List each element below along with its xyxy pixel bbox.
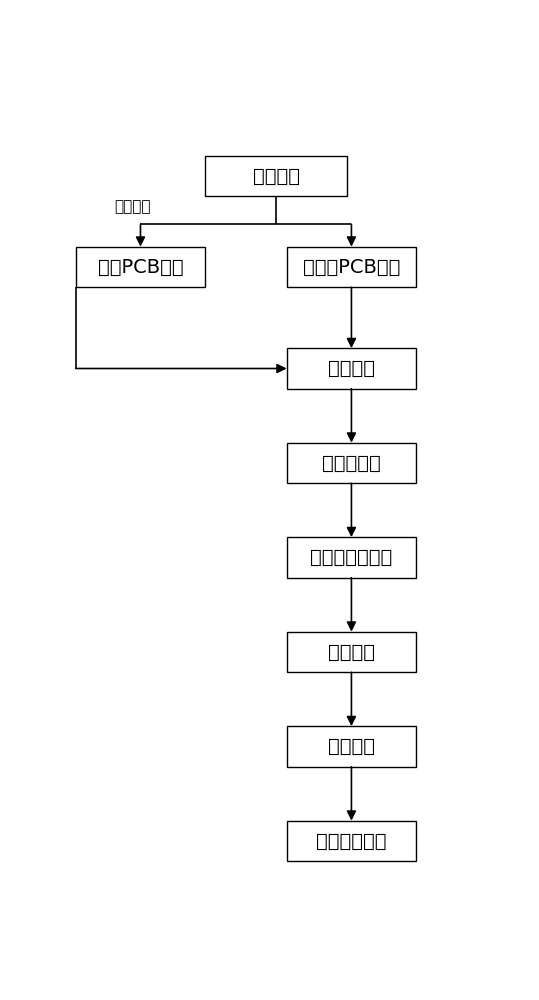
Text: 多次采集: 多次采集 [114, 199, 150, 214]
FancyBboxPatch shape [205, 156, 347, 196]
FancyBboxPatch shape [287, 821, 416, 861]
FancyBboxPatch shape [75, 247, 205, 287]
Text: 图像配准: 图像配准 [328, 359, 375, 378]
FancyBboxPatch shape [287, 537, 416, 578]
FancyBboxPatch shape [287, 247, 416, 287]
Text: 输出检测结果: 输出检测结果 [316, 832, 386, 850]
Text: 标准PCB图像: 标准PCB图像 [98, 257, 183, 276]
Text: 缺陷分类: 缺陷分类 [328, 737, 375, 756]
FancyBboxPatch shape [287, 348, 416, 389]
Text: 边界检测: 边界检测 [328, 643, 375, 662]
Text: 分类和标记: 分类和标记 [322, 454, 381, 473]
Text: 图像形态学处理: 图像形态学处理 [310, 548, 392, 567]
Text: 图像采集: 图像采集 [253, 166, 300, 186]
FancyBboxPatch shape [287, 443, 416, 483]
Text: 待检测PCB图像: 待检测PCB图像 [303, 257, 400, 276]
FancyBboxPatch shape [287, 632, 416, 672]
FancyBboxPatch shape [287, 726, 416, 767]
